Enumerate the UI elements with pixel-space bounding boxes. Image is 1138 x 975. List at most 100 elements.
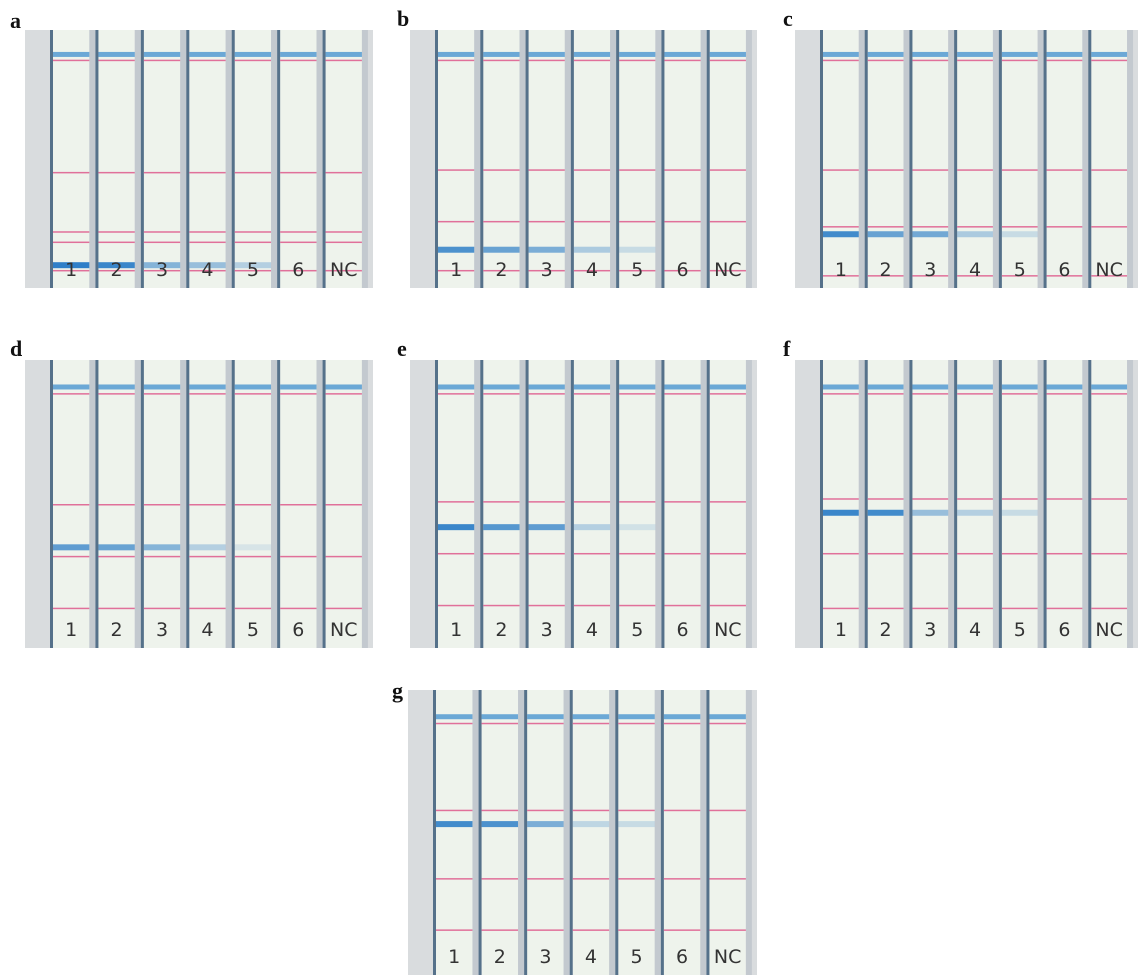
strip — [619, 360, 655, 648]
figure: a123456NCb123456NCc123456NCd123456NCe123… — [0, 0, 1138, 975]
pink-line — [438, 605, 474, 607]
strip-gap — [362, 360, 368, 648]
pink-line — [529, 393, 565, 395]
test-band — [436, 821, 472, 827]
lane-label: 1 — [65, 619, 77, 641]
pink-line — [619, 501, 655, 503]
pink-line — [529, 60, 565, 62]
strip — [529, 360, 565, 648]
strip — [1091, 30, 1127, 288]
pink-line — [189, 393, 225, 395]
pink-line — [53, 504, 89, 506]
control-band — [1002, 52, 1038, 57]
strip-gap — [859, 360, 865, 648]
strip-gap — [610, 30, 616, 288]
test-band — [483, 524, 519, 530]
pink-line — [619, 553, 655, 555]
strip — [280, 30, 316, 288]
pink-line — [326, 608, 362, 610]
lane-label: 3 — [156, 259, 168, 281]
strip — [573, 690, 609, 975]
pink-line — [235, 504, 271, 506]
control-band — [280, 384, 316, 389]
control-band — [144, 52, 180, 57]
control-band — [235, 384, 271, 389]
pink-line — [1091, 608, 1127, 610]
strip — [912, 360, 948, 648]
pink-line — [235, 556, 271, 558]
control-band — [144, 384, 180, 389]
pink-line — [527, 929, 563, 931]
test-band — [438, 524, 474, 530]
pink-line — [53, 231, 89, 233]
lane-label: 1 — [65, 259, 77, 281]
strip-gap — [520, 30, 526, 288]
pink-line — [189, 556, 225, 558]
strip-edge — [433, 690, 436, 975]
pink-line — [189, 504, 225, 506]
lane-label: 2 — [495, 619, 507, 641]
lane-label: 4 — [585, 946, 597, 968]
pink-line — [482, 723, 518, 725]
pink-line — [710, 501, 746, 503]
pink-line — [235, 242, 271, 244]
strip-edge — [1088, 30, 1091, 288]
control-band — [53, 384, 89, 389]
pink-line — [483, 501, 519, 503]
pink-line — [710, 221, 746, 223]
strip-edge — [661, 690, 664, 975]
test-band — [957, 231, 993, 237]
strip-gap — [655, 690, 661, 975]
pink-line — [868, 608, 904, 610]
strip-edge — [232, 360, 235, 648]
strip-gap — [180, 360, 186, 648]
pink-line — [438, 221, 474, 223]
pink-line — [1002, 498, 1038, 500]
pink-line — [438, 60, 474, 62]
lane-label: NC — [1095, 619, 1122, 641]
strip-edge — [435, 30, 438, 288]
strip-edge — [707, 360, 710, 648]
panel-label: a — [10, 8, 21, 34]
pink-line — [438, 393, 474, 395]
strip-edge — [524, 690, 527, 975]
pink-line — [98, 504, 134, 506]
control-band — [709, 714, 745, 719]
pink-line — [529, 501, 565, 503]
panel-label: g — [392, 678, 403, 704]
strip-gap — [609, 690, 615, 975]
strip-gap — [565, 30, 571, 288]
strip — [957, 360, 993, 648]
pink-line — [957, 60, 993, 62]
strip — [823, 30, 859, 288]
pink-line — [144, 504, 180, 506]
pink-line — [1091, 393, 1127, 395]
pink-line — [574, 60, 610, 62]
pink-line — [1091, 60, 1127, 62]
control-band — [98, 384, 134, 389]
control-band — [664, 384, 700, 389]
panel-label: c — [783, 6, 793, 32]
pink-line — [189, 242, 225, 244]
pink-line — [438, 553, 474, 555]
pink-line — [823, 393, 859, 395]
pink-line — [619, 169, 655, 171]
pink-line — [235, 172, 271, 174]
pink-line — [53, 60, 89, 62]
pink-line — [912, 498, 948, 500]
strip-gap — [746, 690, 752, 975]
pink-line — [709, 878, 745, 880]
pink-line — [280, 608, 316, 610]
pink-line — [618, 723, 654, 725]
pink-line — [619, 221, 655, 223]
strip — [709, 690, 745, 975]
control-band — [574, 52, 610, 57]
pink-line — [53, 556, 89, 558]
test-band — [144, 544, 180, 550]
strip-edge — [480, 360, 483, 648]
lane-label: 3 — [924, 619, 936, 641]
strip-gap — [948, 30, 954, 288]
control-band — [483, 384, 519, 389]
strip-gap — [993, 360, 999, 648]
lane-label: 3 — [541, 259, 553, 281]
